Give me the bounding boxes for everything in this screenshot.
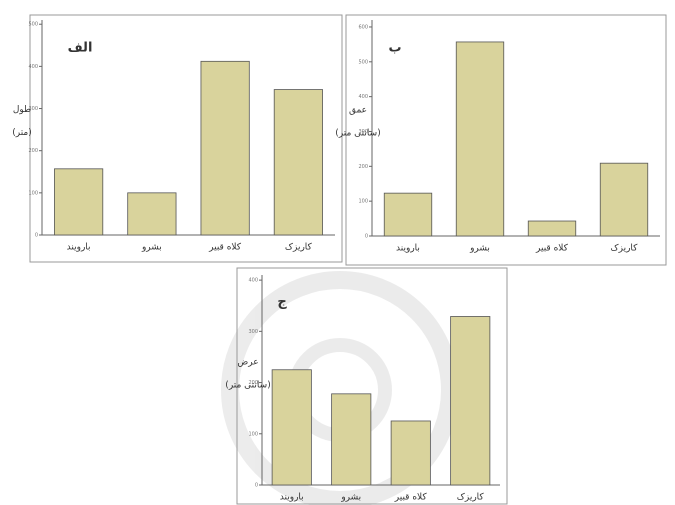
bar (127, 192, 177, 236)
y-tick-label: 200 (28, 148, 38, 154)
x-tick-label: بارویند (396, 244, 420, 254)
y-tick-label: 200 (358, 164, 368, 170)
panel-frame (29, 14, 343, 263)
panel-label: ب (388, 41, 401, 56)
y-tick-label: 100 (358, 199, 368, 205)
y-tick-label: 0 (255, 483, 258, 489)
y-tick-label: 400 (28, 64, 38, 70)
bar (527, 220, 577, 237)
y-axis-unit: (سانتی متر) (225, 381, 270, 391)
y-tick-label: 400 (358, 94, 368, 100)
panel-frame (345, 14, 667, 266)
y-tick-label: 300 (358, 129, 368, 135)
panel-label: الف (68, 41, 93, 56)
y-axis-unit: (سانتی متر) (335, 129, 380, 139)
y-tick-label: 600 (358, 24, 368, 30)
y-axis-label: طول (13, 105, 31, 115)
x-tick-label: کاریزک (611, 243, 639, 254)
y-tick-label: 100 (248, 431, 258, 437)
y-tick-label: 100 (28, 190, 38, 196)
bar (383, 192, 433, 237)
x-tick-label: کاریزک (457, 492, 485, 503)
y-axis-unit: (متر) (12, 128, 32, 138)
bar (450, 316, 491, 486)
x-tick-label: بشرو (469, 244, 490, 254)
x-tick-label: بشرو (340, 493, 361, 503)
y-tick-label: 400 (248, 278, 258, 284)
x-tick-label: کاریزک (285, 242, 313, 253)
y-tick-label: 0 (365, 234, 368, 240)
x-tick-label: بشرو (141, 243, 162, 253)
y-tick-label: 0 (35, 233, 38, 239)
bar (390, 420, 431, 486)
y-tick-label: 300 (28, 106, 38, 112)
bar (455, 41, 505, 237)
y-tick-label: 200 (248, 380, 258, 386)
bar (331, 393, 372, 486)
bar (54, 168, 104, 236)
y-tick-label: 500 (28, 22, 38, 28)
y-axis-label: عرض (237, 358, 258, 368)
bar (271, 369, 312, 486)
bar (599, 162, 649, 237)
panel-label: ج (277, 295, 287, 310)
x-tick-label: کلاه قبیر (535, 244, 569, 254)
y-axis-label: عمق (349, 106, 367, 116)
x-tick-label: بارویند (280, 493, 304, 503)
x-tick-label: کلاه قبیر (208, 243, 242, 253)
y-tick-label: 300 (248, 329, 258, 335)
y-tick-label: 500 (358, 59, 368, 65)
bar (200, 60, 250, 236)
bar (273, 89, 323, 236)
x-tick-label: کلاه قبیر (394, 493, 428, 503)
x-tick-label: بارویند (67, 243, 91, 253)
panel-frame (236, 267, 508, 505)
